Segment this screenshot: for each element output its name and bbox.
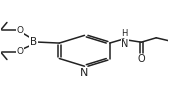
Text: O: O xyxy=(137,54,145,64)
Text: O: O xyxy=(17,26,24,35)
Text: N: N xyxy=(80,68,89,78)
Text: H: H xyxy=(122,29,128,38)
Text: B: B xyxy=(30,37,37,47)
Text: O: O xyxy=(17,47,24,56)
Text: N: N xyxy=(121,39,128,49)
